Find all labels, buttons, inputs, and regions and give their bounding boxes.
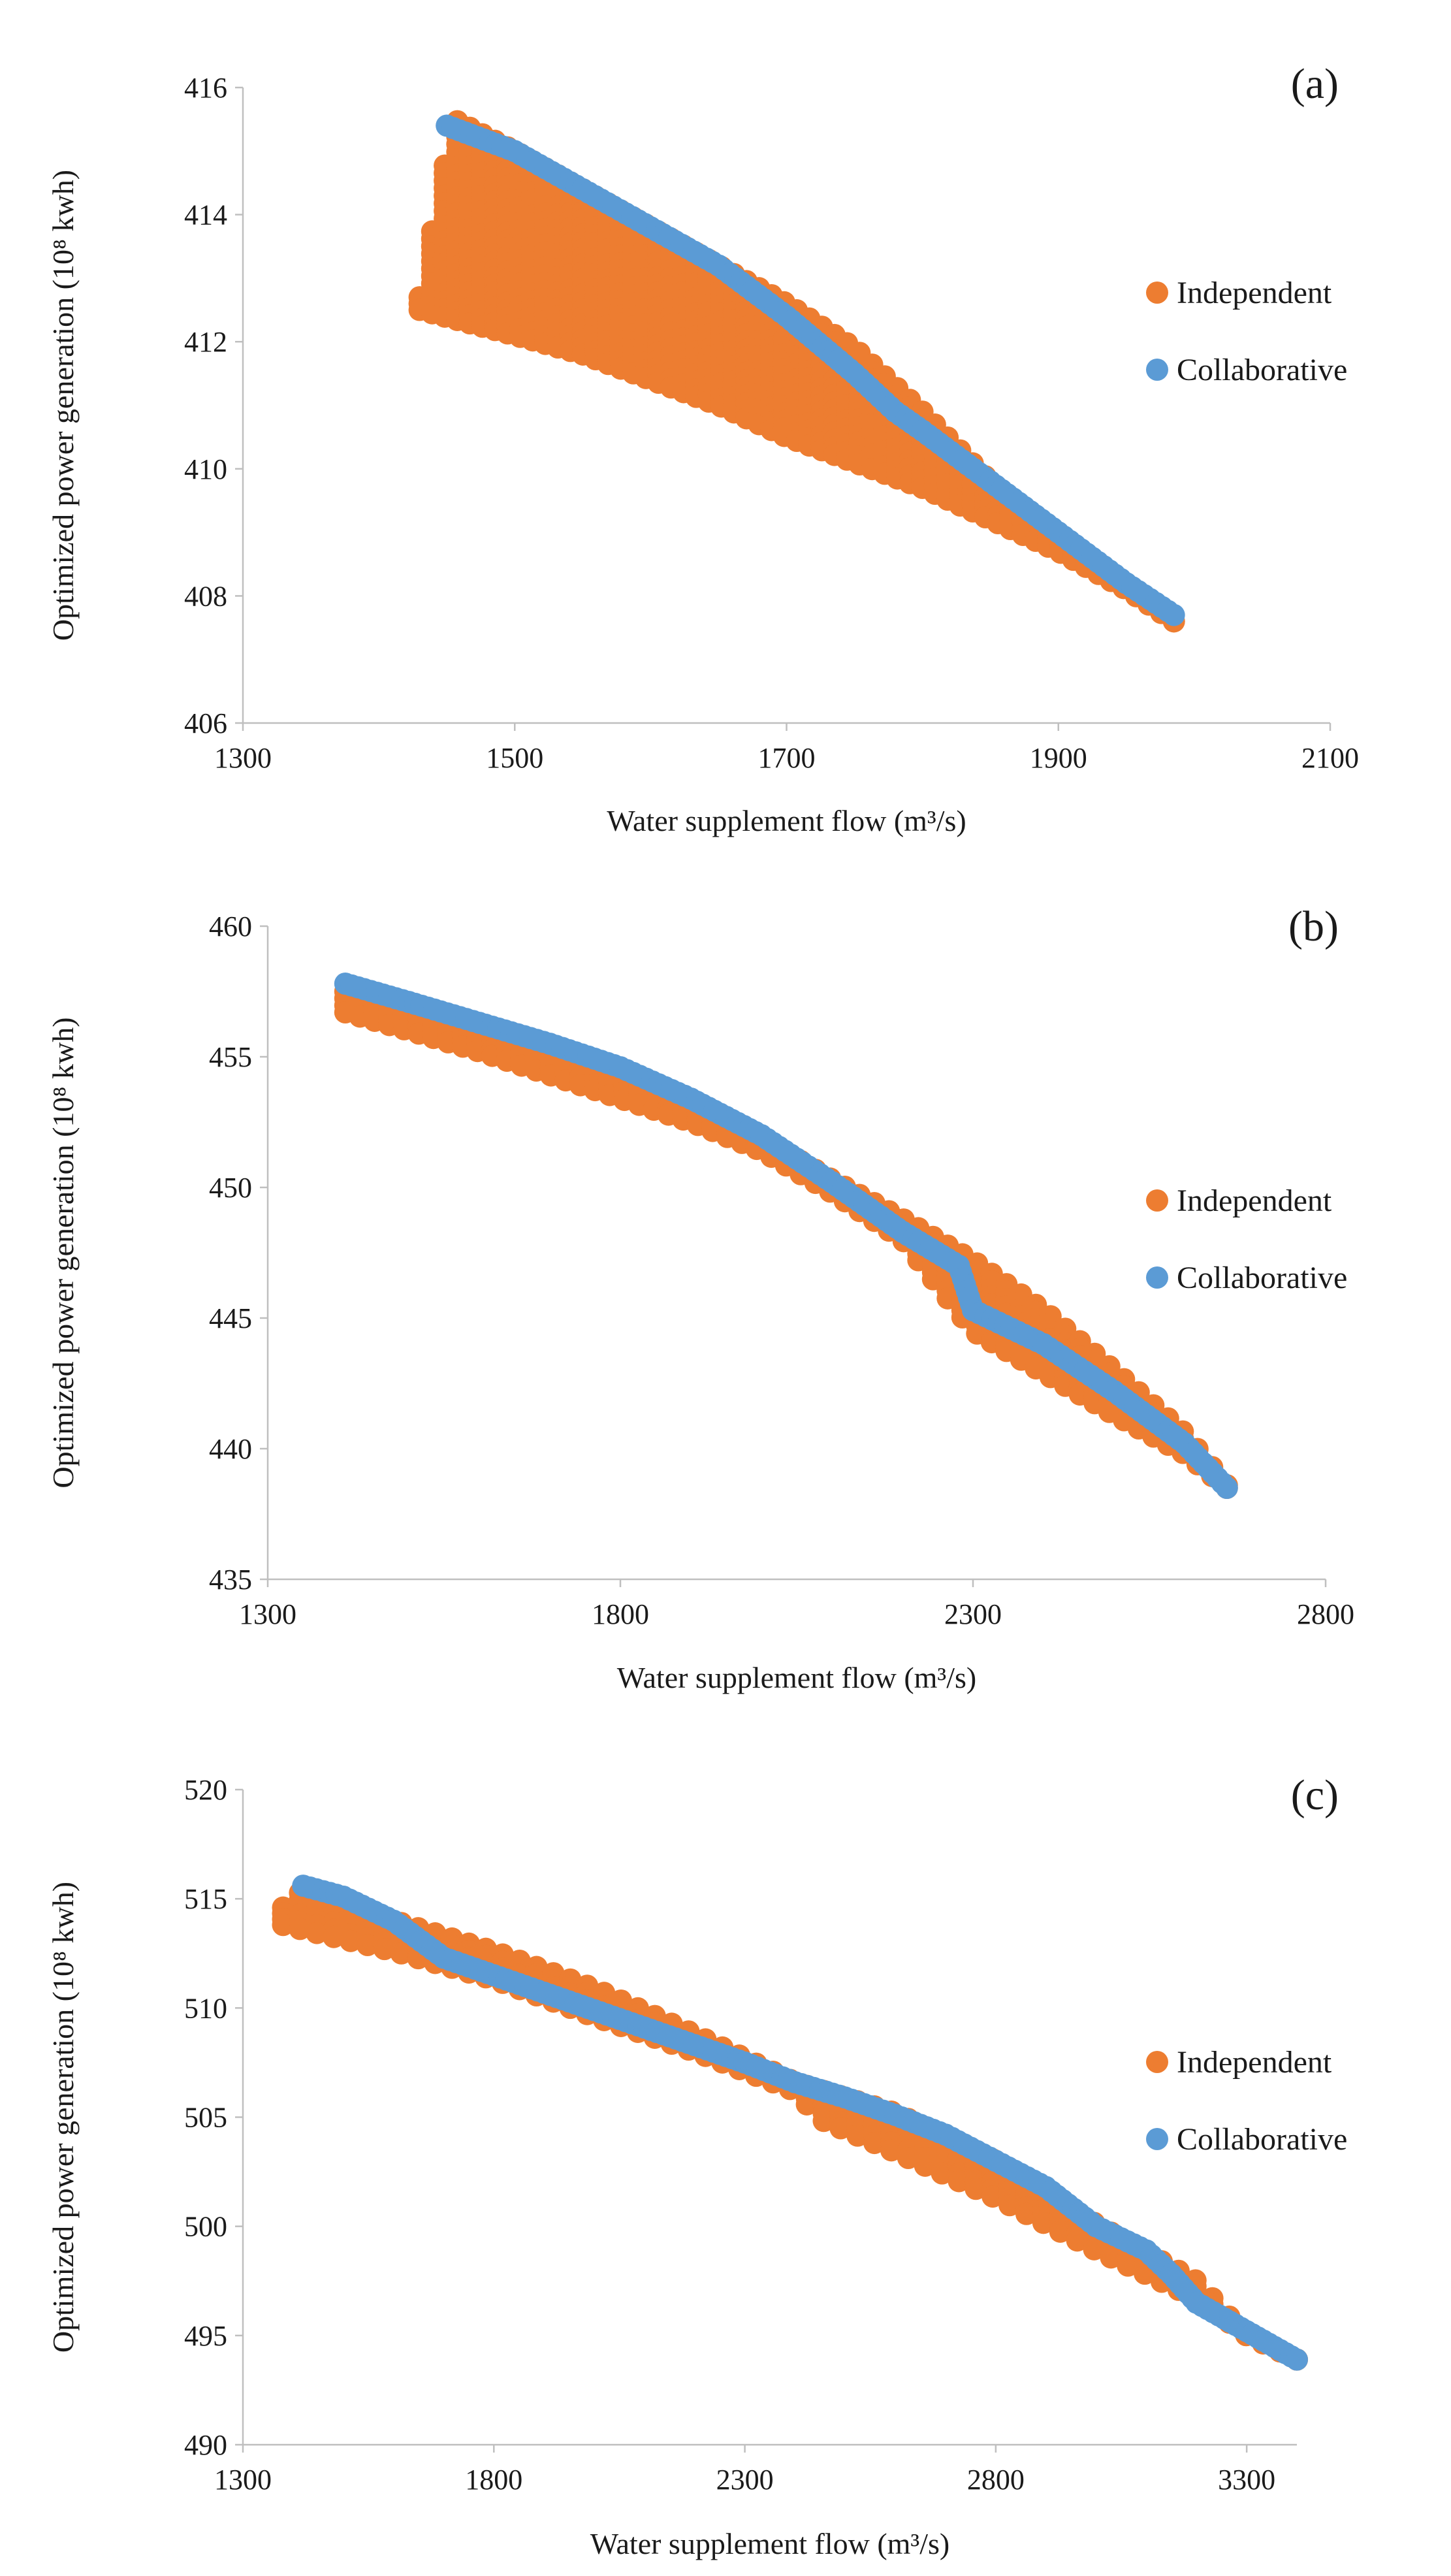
data-point-independent bbox=[931, 2162, 953, 2185]
data-point-independent bbox=[998, 2194, 1021, 2217]
panel-label: (b) bbox=[1288, 903, 1339, 950]
legend-marker-collaborative bbox=[1146, 359, 1168, 381]
data-point-independent bbox=[272, 1914, 295, 1937]
data-point-independent bbox=[373, 1938, 396, 1961]
panel-label: (a) bbox=[1291, 60, 1339, 108]
chart-panel-2: 435 440 445 450 455 460 1300 1800 2300 2800 Water … bbox=[46, 903, 1354, 1694]
legend: Independent Collaborative bbox=[1146, 1183, 1347, 1295]
chart-panel-1: 406 408 410 412 414 416 1300 1500 1700 1900 2100 Wa… bbox=[46, 60, 1359, 837]
y-tick-label: 410 bbox=[184, 453, 227, 485]
y-tick-label: 495 bbox=[184, 2320, 227, 2352]
y-tick-label: 500 bbox=[184, 2211, 227, 2243]
data-point-independent bbox=[289, 1918, 311, 1940]
y-axis-label: Optimized power generation (10⁸ kwh) bbox=[46, 170, 80, 641]
y-tick-label: 435 bbox=[209, 1564, 252, 1596]
legend-label: Collaborative bbox=[1177, 2122, 1347, 2157]
y-tick-label: 450 bbox=[209, 1172, 252, 1204]
data-point-independent bbox=[1083, 2238, 1106, 2261]
x-tick-label: 1500 bbox=[486, 742, 543, 774]
series-collaborative bbox=[334, 973, 1238, 1499]
x-tick-label: 2300 bbox=[716, 2464, 774, 2496]
data-point-independent bbox=[812, 2110, 835, 2133]
y-tick-label: 460 bbox=[209, 910, 252, 942]
x-tick-label: 1300 bbox=[239, 1598, 296, 1630]
data-point-independent bbox=[339, 1929, 362, 1952]
x-tick-label: 2300 bbox=[944, 1598, 1002, 1630]
y-axis-label: Optimized power generation (10⁸ kwh) bbox=[46, 1017, 80, 1488]
y-tick-label: 408 bbox=[184, 580, 227, 612]
data-point-independent bbox=[1100, 2246, 1123, 2269]
y-tick-label: 505 bbox=[184, 2102, 227, 2134]
y-tick-label: 520 bbox=[184, 1774, 227, 1806]
y-tick-label: 515 bbox=[184, 1883, 227, 1915]
x-axis-label: Water supplement flow (m³/s) bbox=[607, 804, 966, 837]
legend-label: Independent bbox=[1177, 2045, 1332, 2080]
legend-label: Independent bbox=[1177, 1183, 1332, 1218]
y-tick-label: 455 bbox=[209, 1041, 252, 1073]
series-independent bbox=[334, 980, 1238, 1499]
y-tick-label: 414 bbox=[184, 199, 227, 231]
x-tick-label: 2800 bbox=[1297, 1598, 1354, 1630]
x-tick-label: 1300 bbox=[214, 2464, 272, 2496]
y-axis-label: Optimized power generation (10⁸ kwh) bbox=[46, 1882, 80, 2353]
legend-marker-independent bbox=[1146, 282, 1168, 304]
x-tick-label: 1800 bbox=[592, 1598, 649, 1630]
y-tick-label: 490 bbox=[184, 2429, 227, 2461]
series-collaborative bbox=[436, 114, 1185, 626]
data-point-independent bbox=[306, 1922, 328, 1944]
data-point-collaborative bbox=[1286, 2348, 1308, 2371]
x-tick-label: 3300 bbox=[1218, 2464, 1275, 2496]
y-tick-label: 412 bbox=[184, 326, 227, 358]
data-point-independent bbox=[323, 1925, 345, 1948]
series-collaborative bbox=[292, 1875, 1308, 2371]
x-axis-label: Water supplement flow (m³/s) bbox=[617, 1661, 976, 1694]
data-point-collaborative bbox=[1215, 1477, 1238, 1499]
data-point-independent bbox=[846, 2124, 869, 2147]
data-point-independent bbox=[829, 2117, 852, 2140]
legend-marker-collaborative bbox=[1146, 2128, 1168, 2150]
x-tick-label: 2800 bbox=[967, 2464, 1025, 2496]
data-point-independent bbox=[897, 2147, 919, 2170]
x-axis-label: Water supplement flow (m³/s) bbox=[590, 2527, 949, 2560]
y-tick-label: 416 bbox=[184, 72, 227, 104]
x-tick-label: 1300 bbox=[214, 742, 272, 774]
legend-label: Collaborative bbox=[1177, 1261, 1347, 1295]
data-point-independent bbox=[356, 1933, 379, 1956]
legend-label: Collaborative bbox=[1177, 353, 1347, 387]
legend-label: Independent bbox=[1177, 276, 1332, 310]
series-independent bbox=[408, 110, 1185, 633]
data-point-independent bbox=[914, 2154, 936, 2177]
y-tick-label: 406 bbox=[184, 707, 227, 739]
data-point-independent bbox=[1015, 2202, 1038, 2225]
y-tick-label: 440 bbox=[209, 1433, 252, 1465]
legend-marker-independent bbox=[1146, 2051, 1168, 2073]
data-point-independent bbox=[1066, 2229, 1089, 2252]
legend: Independent Collaborative bbox=[1146, 276, 1347, 387]
chart-panel-3: 490 495 500 505 510 515 520 1300 1800 2300 2800 330… bbox=[46, 1771, 1347, 2560]
data-point-independent bbox=[1117, 2254, 1140, 2277]
x-tick-label: 1800 bbox=[465, 2464, 522, 2496]
legend-marker-independent bbox=[1146, 1189, 1168, 1212]
data-point-independent bbox=[863, 2132, 886, 2155]
y-tick-label: 445 bbox=[209, 1302, 252, 1334]
data-point-independent bbox=[1049, 2220, 1072, 2243]
data-point-collaborative bbox=[1162, 604, 1185, 626]
x-tick-label: 2100 bbox=[1301, 742, 1359, 774]
data-point-independent bbox=[965, 2178, 987, 2200]
panel-label: (c) bbox=[1291, 1771, 1339, 1819]
data-point-independent bbox=[390, 1942, 413, 1965]
data-point-independent bbox=[1032, 2212, 1055, 2234]
x-tick-label: 1700 bbox=[758, 742, 816, 774]
data-point-independent bbox=[880, 2139, 902, 2162]
x-tick-label: 1900 bbox=[1030, 742, 1087, 774]
data-point-independent bbox=[981, 2185, 1004, 2208]
data-point-independent bbox=[948, 2170, 970, 2193]
legend-marker-collaborative bbox=[1146, 1266, 1168, 1289]
y-tick-label: 510 bbox=[184, 1992, 227, 2024]
legend: Independent Collaborative bbox=[1146, 2045, 1347, 2157]
